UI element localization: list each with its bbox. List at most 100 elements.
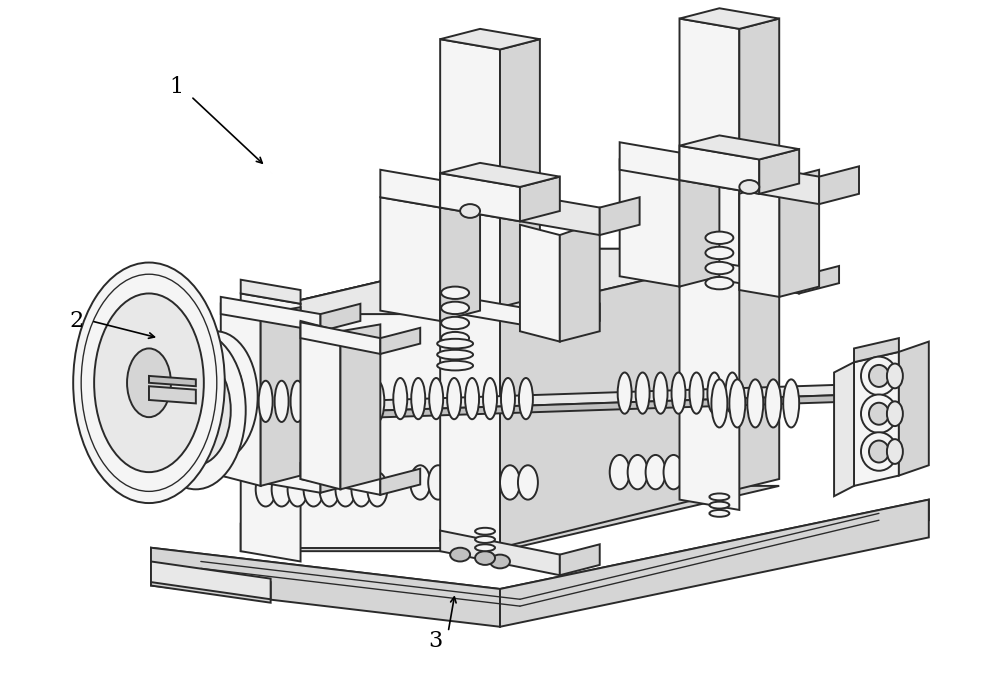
Polygon shape bbox=[799, 266, 839, 293]
Ellipse shape bbox=[351, 472, 371, 506]
Polygon shape bbox=[380, 328, 420, 354]
Polygon shape bbox=[680, 159, 719, 286]
Ellipse shape bbox=[869, 440, 889, 462]
Ellipse shape bbox=[475, 536, 495, 543]
Ellipse shape bbox=[441, 302, 469, 314]
Polygon shape bbox=[221, 304, 261, 486]
Ellipse shape bbox=[204, 378, 228, 415]
Ellipse shape bbox=[464, 465, 484, 500]
Polygon shape bbox=[560, 544, 600, 575]
Polygon shape bbox=[149, 376, 196, 386]
Ellipse shape bbox=[441, 332, 469, 344]
Polygon shape bbox=[241, 486, 779, 551]
Polygon shape bbox=[221, 297, 320, 331]
Polygon shape bbox=[301, 321, 340, 489]
Ellipse shape bbox=[861, 357, 897, 395]
Ellipse shape bbox=[322, 381, 336, 422]
Polygon shape bbox=[560, 304, 600, 331]
Polygon shape bbox=[221, 458, 320, 493]
Ellipse shape bbox=[304, 472, 323, 506]
Ellipse shape bbox=[370, 381, 384, 422]
Polygon shape bbox=[834, 362, 854, 496]
Ellipse shape bbox=[161, 355, 231, 465]
Polygon shape bbox=[500, 249, 779, 548]
Ellipse shape bbox=[367, 472, 387, 506]
Ellipse shape bbox=[475, 528, 495, 535]
Ellipse shape bbox=[94, 293, 204, 472]
Ellipse shape bbox=[181, 387, 211, 433]
Ellipse shape bbox=[320, 472, 339, 506]
Ellipse shape bbox=[709, 510, 729, 517]
Ellipse shape bbox=[869, 403, 889, 425]
Polygon shape bbox=[899, 342, 929, 475]
Ellipse shape bbox=[411, 378, 425, 420]
Polygon shape bbox=[600, 197, 640, 235]
Ellipse shape bbox=[174, 331, 258, 462]
Ellipse shape bbox=[291, 381, 305, 422]
Polygon shape bbox=[241, 249, 779, 314]
Ellipse shape bbox=[446, 465, 466, 500]
Polygon shape bbox=[151, 562, 271, 600]
Polygon shape bbox=[261, 307, 301, 486]
Polygon shape bbox=[241, 249, 779, 314]
Ellipse shape bbox=[518, 465, 538, 500]
Ellipse shape bbox=[490, 555, 510, 569]
Ellipse shape bbox=[765, 380, 781, 428]
Ellipse shape bbox=[272, 472, 292, 506]
Polygon shape bbox=[241, 293, 301, 562]
Polygon shape bbox=[241, 279, 301, 304]
Polygon shape bbox=[149, 386, 196, 404]
Polygon shape bbox=[440, 197, 480, 321]
Polygon shape bbox=[151, 548, 500, 627]
Ellipse shape bbox=[437, 350, 473, 359]
Ellipse shape bbox=[437, 339, 473, 348]
Polygon shape bbox=[500, 39, 540, 307]
Polygon shape bbox=[301, 322, 380, 354]
Ellipse shape bbox=[739, 180, 759, 194]
Ellipse shape bbox=[146, 331, 246, 489]
Text: 3: 3 bbox=[428, 629, 442, 651]
Polygon shape bbox=[660, 253, 799, 293]
Polygon shape bbox=[739, 180, 779, 297]
Polygon shape bbox=[779, 170, 819, 297]
Ellipse shape bbox=[393, 378, 407, 420]
Ellipse shape bbox=[664, 455, 683, 489]
Polygon shape bbox=[320, 304, 360, 331]
Ellipse shape bbox=[437, 361, 473, 371]
Polygon shape bbox=[440, 163, 560, 187]
Polygon shape bbox=[151, 565, 271, 602]
Polygon shape bbox=[680, 246, 739, 510]
Ellipse shape bbox=[699, 455, 719, 489]
Polygon shape bbox=[520, 177, 560, 221]
Ellipse shape bbox=[705, 277, 733, 289]
Ellipse shape bbox=[73, 262, 225, 503]
Polygon shape bbox=[500, 500, 929, 627]
Polygon shape bbox=[680, 146, 759, 194]
Ellipse shape bbox=[887, 439, 903, 464]
Ellipse shape bbox=[275, 381, 289, 422]
Polygon shape bbox=[440, 173, 520, 221]
Ellipse shape bbox=[447, 378, 461, 420]
Polygon shape bbox=[380, 170, 440, 208]
Ellipse shape bbox=[259, 381, 273, 422]
Ellipse shape bbox=[338, 381, 352, 422]
Polygon shape bbox=[620, 142, 680, 180]
Polygon shape bbox=[680, 152, 819, 204]
Ellipse shape bbox=[256, 472, 276, 506]
Ellipse shape bbox=[450, 548, 470, 562]
Ellipse shape bbox=[628, 455, 648, 489]
Ellipse shape bbox=[429, 378, 443, 420]
Ellipse shape bbox=[354, 381, 368, 422]
Ellipse shape bbox=[705, 247, 733, 259]
Ellipse shape bbox=[689, 373, 703, 414]
Polygon shape bbox=[181, 383, 899, 417]
Ellipse shape bbox=[729, 380, 745, 428]
Ellipse shape bbox=[188, 353, 244, 440]
Polygon shape bbox=[181, 393, 899, 424]
Polygon shape bbox=[340, 324, 380, 489]
Polygon shape bbox=[739, 19, 779, 269]
Polygon shape bbox=[380, 469, 420, 495]
Ellipse shape bbox=[465, 378, 479, 420]
Ellipse shape bbox=[482, 465, 502, 500]
Polygon shape bbox=[440, 39, 500, 307]
